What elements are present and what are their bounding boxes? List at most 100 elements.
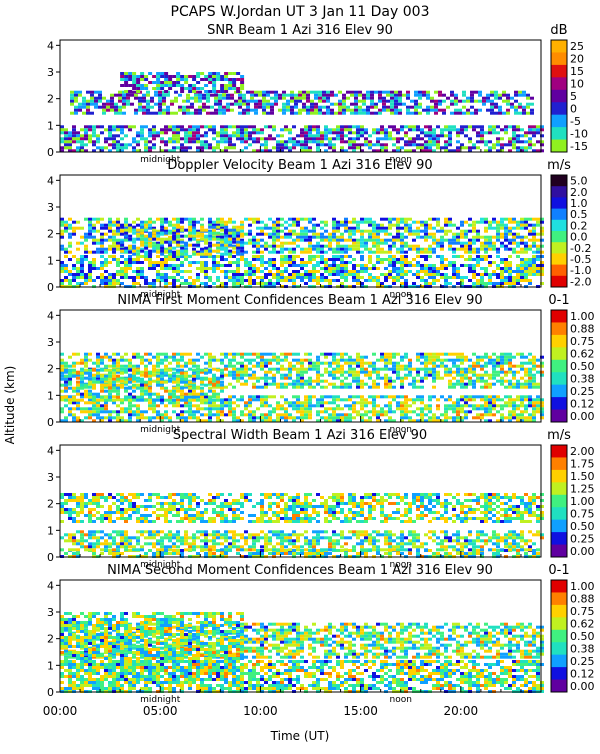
heatmap-cell [416, 134, 420, 137]
heatmap-cell [96, 416, 100, 419]
heatmap-cell [204, 78, 208, 81]
heatmap-cell [60, 131, 64, 134]
heatmap-cell [468, 251, 472, 254]
heatmap-cell [248, 398, 252, 401]
heatmap-cell [208, 125, 212, 128]
heatmap-cell [300, 407, 304, 410]
heatmap-cell [392, 143, 396, 146]
heatmap-cell [96, 356, 100, 359]
heatmap-cell [68, 137, 72, 140]
heatmap-cell [340, 371, 344, 374]
heatmap-cell [262, 103, 266, 106]
heatmap-cell [238, 97, 242, 100]
heatmap-cell [236, 374, 240, 377]
heatmap-cell [356, 264, 360, 267]
heatmap-cell [520, 146, 524, 149]
heatmap-cell [120, 273, 124, 276]
heatmap-cell [324, 125, 328, 128]
heatmap-cell [308, 245, 312, 248]
heatmap-cell [188, 359, 192, 362]
heatmap-cell [136, 353, 140, 356]
heatmap-cell [172, 395, 176, 398]
heatmap-cell [476, 264, 480, 267]
heatmap-cell [424, 270, 428, 273]
heatmap-cell [386, 109, 390, 112]
heatmap-cell [206, 100, 210, 103]
heatmap-cell [100, 267, 104, 270]
heatmap-cell [188, 232, 192, 235]
heatmap-cell [252, 377, 256, 380]
heatmap-cell [226, 94, 230, 97]
heatmap-cell [168, 238, 172, 241]
heatmap-cell [320, 404, 324, 407]
heatmap-cell [108, 239, 112, 242]
heatmap-cell [212, 87, 216, 90]
heatmap-cell [304, 131, 308, 134]
heatmap-cell [332, 261, 336, 264]
heatmap-cell [480, 140, 484, 143]
heatmap-cell [96, 413, 100, 416]
heatmap-cell [156, 72, 160, 75]
heatmap-cell [140, 75, 144, 78]
heatmap-cell [496, 398, 500, 401]
heatmap-cell [396, 401, 400, 404]
heatmap-cell [86, 106, 90, 109]
heatmap-cell [332, 395, 336, 398]
heatmap-cell [192, 218, 196, 221]
heatmap-cell [416, 230, 420, 233]
heatmap-cell [88, 413, 92, 416]
heatmap-cell [432, 218, 436, 221]
heatmap-cell [296, 395, 300, 398]
heatmap-cell [524, 251, 528, 254]
heatmap-cell [532, 261, 536, 264]
heatmap-cell [454, 103, 458, 106]
heatmap-cell [112, 251, 116, 254]
heatmap-cell [328, 371, 332, 374]
heatmap-cell [492, 273, 496, 276]
heatmap-cell [300, 374, 304, 377]
heatmap-cell [312, 380, 316, 383]
heatmap-cell [404, 282, 408, 285]
heatmap-cell [168, 140, 172, 143]
heatmap-cell [308, 365, 312, 368]
heatmap-cell [476, 131, 480, 134]
heatmap-cell [132, 250, 136, 253]
heatmap-cell [96, 248, 100, 251]
heatmap-cell [96, 395, 100, 398]
heatmap-cell [314, 112, 318, 115]
heatmap-cell [152, 232, 156, 235]
heatmap-cell [344, 273, 348, 276]
heatmap-cell [492, 128, 496, 131]
heatmap-cell [80, 273, 84, 276]
heatmap-cell [296, 276, 300, 279]
heatmap-cell [160, 241, 164, 244]
heatmap-cell [416, 386, 420, 389]
heatmap-cell [384, 356, 388, 359]
heatmap-cell [440, 264, 444, 267]
heatmap-cell [488, 276, 492, 279]
heatmap-cell [324, 380, 328, 383]
heatmap-cell [312, 125, 316, 128]
heatmap-cell [330, 112, 334, 115]
heatmap-cell [484, 282, 488, 285]
heatmap-cell [280, 248, 284, 251]
heatmap-cell [524, 242, 528, 245]
heatmap-cell [254, 103, 258, 106]
heatmap-cell [304, 407, 308, 410]
heatmap-cell [196, 241, 200, 244]
heatmap-cell [528, 267, 532, 270]
heatmap-cell [380, 356, 384, 359]
heatmap-cell [424, 239, 428, 242]
heatmap-cell [380, 239, 384, 242]
heatmap-cell [472, 227, 476, 230]
heatmap-cell [368, 279, 372, 282]
heatmap-cell [72, 233, 76, 236]
heatmap-cell [64, 279, 68, 282]
heatmap-cell [108, 279, 112, 282]
heatmap-cell [256, 248, 260, 251]
heatmap-cell [232, 143, 236, 146]
heatmap-cell [370, 94, 374, 97]
heatmap-cell [72, 131, 76, 134]
heatmap-cell [324, 395, 328, 398]
heatmap-cell [476, 416, 480, 419]
